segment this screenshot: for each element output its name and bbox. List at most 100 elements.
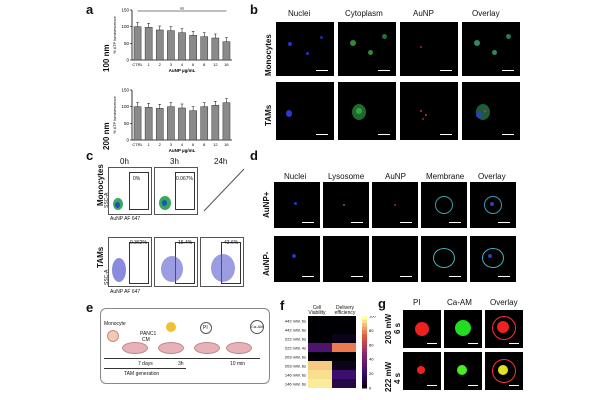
panel-c-tams-0h-pct: 0.362% bbox=[130, 240, 147, 246]
panel-e-letter: e bbox=[86, 300, 94, 315]
panel-d-col-lysosome: Lysosome bbox=[328, 172, 365, 181]
panel-a-bottom-xtick-label: 4 bbox=[181, 142, 184, 147]
panel-c-monocytes-0h-plot bbox=[108, 167, 152, 215]
panel-f-colorbar-segment bbox=[362, 352, 367, 357]
panel-f-colorbar-segment bbox=[362, 319, 367, 324]
panel-d-pos-membrane-image bbox=[421, 182, 467, 228]
panel-a-bottom-xtick-label: 2 bbox=[159, 142, 162, 147]
panel-c-row-tams: TAMs bbox=[96, 246, 105, 268]
panel-f-cell-7-0 bbox=[308, 379, 332, 388]
panel-g-row1-power: 203 mW bbox=[384, 313, 393, 344]
panel-f-colorbar-tick: 100 bbox=[369, 316, 376, 319]
panel-a-bottom-xtick-label: 1 bbox=[148, 142, 151, 147]
panel-a-top-bar-6 bbox=[189, 35, 197, 61]
panel-g-col-caam: Ca-AM bbox=[447, 298, 472, 307]
panel-a-top-xtick-label: 2 bbox=[159, 62, 162, 67]
panel-f-letter: f bbox=[280, 298, 285, 313]
panel-f-colorbar-segment bbox=[362, 348, 367, 353]
panel-a-top-ytick-label: 150 bbox=[121, 8, 129, 13]
panel-d-col-overlay: Overlay bbox=[478, 172, 506, 181]
panel-a-bottom-bar-16 bbox=[222, 102, 231, 141]
panel-e-tam-generation-label: TAM generation bbox=[124, 371, 160, 377]
panel-a-top-bar-2 bbox=[155, 29, 164, 61]
panel-a-bottom-xtick-label: 6 bbox=[192, 142, 195, 147]
panel-d-pos-nuclei-image bbox=[274, 182, 320, 228]
panel-f-cell-2-1 bbox=[332, 334, 356, 343]
panel-b-row-monocytes: Monocytes bbox=[264, 34, 273, 76]
panel-b-tams-nuclei-image bbox=[276, 82, 334, 140]
panel-a-bottom-ytick-label: 100 bbox=[121, 104, 129, 109]
panel-f-colorbar-segment bbox=[362, 384, 367, 389]
panel-a-top-bar-CTRL bbox=[133, 26, 142, 61]
panel-f-cell-4-1 bbox=[332, 352, 356, 361]
panel-g-row1-overlay-image bbox=[485, 310, 523, 348]
panel-c-xaxis-top: AuNP AF 647 bbox=[110, 216, 141, 222]
panel-c-tams-24h-pct: 43.6% bbox=[224, 240, 239, 246]
panel-a-bottom-xtick-label: 12 bbox=[213, 142, 218, 147]
panel-b-row-tams: TAMs bbox=[264, 104, 273, 126]
panel-f-colorbar-tick: 60 bbox=[369, 342, 374, 347]
panel-a-bottom-xlabel: AuNP µg/mL bbox=[169, 148, 196, 153]
panel-a-top-xtick-label: 4 bbox=[181, 62, 184, 67]
panel-f-colorbar-segment bbox=[362, 370, 367, 375]
panel-a-bottom-xtick-label: 3 bbox=[170, 142, 173, 147]
panel-f-cell-3-1 bbox=[332, 343, 356, 352]
panel-e-10min-label: 10 min bbox=[230, 361, 246, 367]
panel-a-bottom-bar-CTRL bbox=[133, 106, 142, 141]
panel-f-colorbar-segment bbox=[362, 326, 367, 331]
panel-f-row-label: 146 mW, 6s bbox=[285, 381, 306, 386]
panel-c-tams-3h-pct: 15.4% bbox=[178, 240, 193, 246]
panel-f-cell-5-0 bbox=[308, 361, 332, 370]
panel-f-cell-5-1 bbox=[332, 361, 356, 370]
panel-c-monocytes-3h-pct: 0.067% bbox=[176, 176, 193, 182]
panel-f-row-label: 442 mW, 6s bbox=[285, 318, 306, 323]
panel-f-col-delivery: Delivery efficiency bbox=[334, 305, 356, 316]
panel-f-colorbar-segment bbox=[362, 373, 367, 378]
panel-a-bottom-bar-8 bbox=[200, 106, 209, 141]
panel-d-neg-aunp-image bbox=[372, 236, 418, 282]
panel-a-top-xtick-label: 12 bbox=[213, 62, 218, 67]
panel-f-row-label: 146 mW, 6s bbox=[285, 372, 306, 377]
panel-a-bottom-ytick-label: 50 bbox=[124, 121, 130, 126]
panel-f-colorbar-tick: 80 bbox=[369, 328, 374, 333]
panel-b-col-nuclei: Nuclei bbox=[288, 9, 311, 18]
panel-a-bottom-bar-2 bbox=[155, 108, 164, 141]
panel-e-dish-4 bbox=[226, 342, 252, 354]
panel-e-days-label: 7 days bbox=[138, 361, 153, 367]
panel-e-caam-drop bbox=[250, 320, 264, 334]
panel-g-row1-caam-image bbox=[444, 310, 482, 348]
panel-f-cell-4-0 bbox=[308, 352, 332, 361]
panel-b-monocytes-nuclei-image bbox=[276, 22, 334, 76]
panel-f-colorbar-segment bbox=[362, 355, 367, 360]
panel-f-row-label: 222 mW, 6s bbox=[285, 336, 306, 341]
panel-b-monocytes-cytoplasm-image bbox=[338, 22, 396, 76]
panel-a-bottom-ytick-label: 150 bbox=[121, 88, 129, 93]
panel-e-panc-label: PANC1 bbox=[140, 331, 157, 337]
panel-f-row-label: 203 mW, 6s bbox=[285, 363, 306, 368]
panel-f-cell-6-1 bbox=[332, 370, 356, 379]
panel-c-col-24h: 24h bbox=[214, 157, 228, 166]
panel-c-tams-3h-plot bbox=[154, 237, 198, 287]
panel-f-row-label: 222 mW, 4s bbox=[285, 345, 306, 350]
panel-f-colorbar-segment bbox=[362, 344, 367, 349]
panel-f-cell-2-0 bbox=[308, 334, 332, 343]
panel-d-pos-lysosome-image bbox=[323, 182, 369, 228]
panel-a-top-bar-16 bbox=[222, 41, 231, 61]
panel-e-caam-label: Ca-AM bbox=[251, 324, 264, 329]
panel-a-top-ytick-label: 100 bbox=[121, 24, 129, 29]
panel-a-top-ylabel: % ATP luminescence bbox=[112, 16, 117, 54]
panel-e-dish-3 bbox=[194, 342, 220, 354]
panel-g-row2-overlay-image bbox=[485, 352, 523, 390]
panel-c-letter: c bbox=[86, 148, 94, 163]
panel-b-letter: b bbox=[250, 2, 258, 17]
panel-a-bottom-bar-3 bbox=[167, 106, 175, 141]
panel-a-top-bar-1 bbox=[144, 27, 153, 61]
panel-a-bottom-bar-1 bbox=[144, 107, 153, 141]
panel-a-letter: a bbox=[86, 2, 94, 17]
panel-d-neg-membrane-image bbox=[421, 236, 467, 282]
panel-e-pi-drop bbox=[200, 322, 212, 334]
panel-a-bottom-ytick-label: 0 bbox=[126, 138, 129, 143]
panel-e-dish-2 bbox=[158, 342, 184, 354]
panel-b-monocytes-overlay-image bbox=[462, 22, 520, 76]
panel-a-top-ytick-label: 50 bbox=[124, 41, 130, 46]
